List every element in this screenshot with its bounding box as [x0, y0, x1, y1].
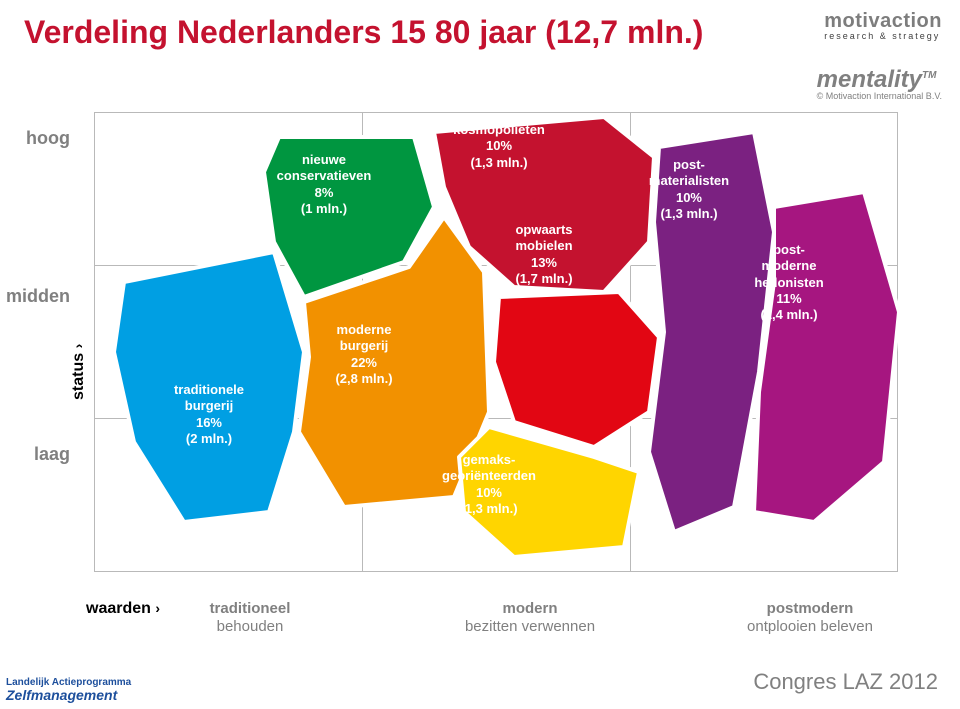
logo-tagline: research & strategy: [824, 31, 942, 41]
x-tick-main: traditioneel: [210, 600, 291, 617]
segment-gemaksgeorienteerden: [459, 427, 639, 557]
x-tick-modern: modern bezitten verwennen: [420, 600, 640, 636]
mentality-sub: © Motivaction International B.V.: [817, 91, 942, 101]
segments-svg: [94, 112, 898, 572]
x-tick-main: postmodern: [767, 600, 854, 617]
segment-postmoderne_hedonisten: [754, 192, 898, 522]
arrow-icon: ›: [155, 600, 160, 616]
mentality-chart: nieuweconservatieven8%(1 mln.)kosmopolie…: [94, 112, 898, 572]
y-label-hoog: hoog: [0, 128, 70, 149]
x-tick-postmodern: postmodern ontplooien beleven: [700, 600, 920, 636]
segment-traditionele_burgerij: [114, 252, 304, 522]
motivaction-logo: motivaction research & strategy: [824, 10, 942, 41]
y-label-midden: midden: [0, 286, 70, 307]
x-tick-traditioneel: traditioneel behouden: [170, 600, 330, 636]
status-axis-label: status ›: [70, 344, 88, 400]
page-title: Verdeling Nederlanders 15 80 jaar (12,7 …: [24, 14, 703, 51]
x-tick-sub: behouden: [170, 618, 330, 636]
x-tick-sub: bezitten verwennen: [420, 618, 640, 636]
footer-congress: Congres LAZ 2012: [753, 669, 938, 695]
mentality-tm: TM: [922, 70, 936, 81]
footer-logo-line2: Zelfmanagement: [6, 687, 117, 703]
footer-program-logo: Landelijk Actieprogramma Zelfmanagement: [6, 677, 131, 703]
status-axis-word: status: [70, 353, 87, 400]
segment-opwaarts_mobielen: [494, 292, 659, 447]
waarden-axis-word: waarden: [86, 600, 151, 617]
waarden-axis-label: waarden ›: [86, 600, 160, 618]
mentality-mark: mentalityTM © Motivaction International …: [817, 66, 942, 101]
y-label-laag: laag: [0, 444, 70, 465]
arrow-icon: ›: [70, 344, 86, 349]
x-tick-main: modern: [502, 600, 557, 617]
mentality-word: mentality: [817, 66, 922, 93]
x-tick-sub: ontplooien beleven: [700, 618, 920, 636]
logo-word: motivaction: [824, 10, 942, 32]
